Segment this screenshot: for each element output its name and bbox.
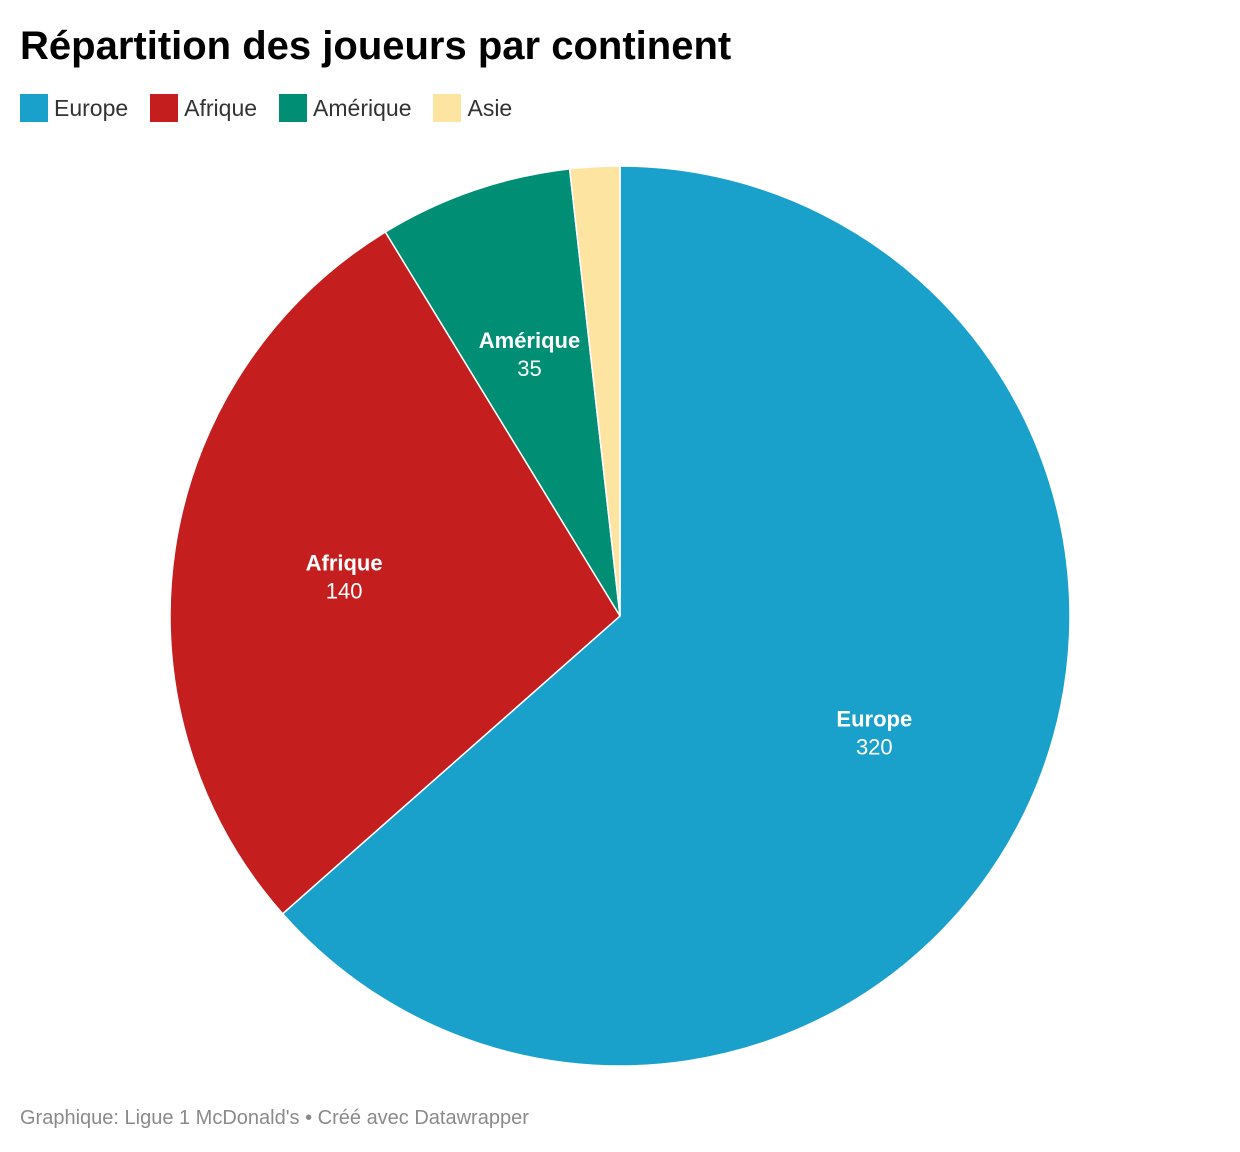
legend-swatch-asie	[433, 94, 462, 122]
legend-item-amerique: Amérique	[279, 94, 411, 122]
chart-footer: Graphique: Ligue 1 McDonald's • Créé ave…	[20, 1107, 529, 1129]
slice-label-amerique: Amérique	[479, 328, 580, 353]
legend-swatch-afrique	[150, 94, 179, 122]
slice-value-amerique: 35	[517, 356, 541, 381]
legend-item-afrique: Afrique	[150, 94, 257, 122]
slice-label-europe: Europe	[836, 707, 912, 732]
legend-label-asie: Asie	[467, 95, 513, 121]
legend-item-asie: Asie	[433, 94, 512, 122]
legend-label-afrique: Afrique	[184, 95, 258, 121]
legend: Europe Afrique Amérique Asie	[20, 92, 534, 124]
slice-value-europe: 320	[856, 735, 893, 760]
legend-label-amerique: Amérique	[313, 95, 412, 121]
slice-value-afrique: 140	[326, 578, 363, 603]
pie-slice-asie	[568, 165, 621, 617]
legend-swatch-amerique	[279, 94, 308, 122]
pie-slice-amerique	[384, 168, 621, 617]
chart-title: Répartition des joueurs par continent	[20, 24, 732, 68]
pie-slice-europe	[281, 165, 1071, 1067]
pie-labels: Europe 320 Afrique 140 Amérique 35	[306, 328, 913, 760]
pie-slices	[169, 165, 1071, 1067]
pie-slice-afrique	[169, 231, 621, 915]
legend-label-europe: Europe	[54, 95, 129, 121]
slice-label-afrique: Afrique	[306, 550, 383, 575]
legend-swatch-europe	[20, 94, 48, 122]
legend-item-europe: Europe	[20, 94, 128, 122]
